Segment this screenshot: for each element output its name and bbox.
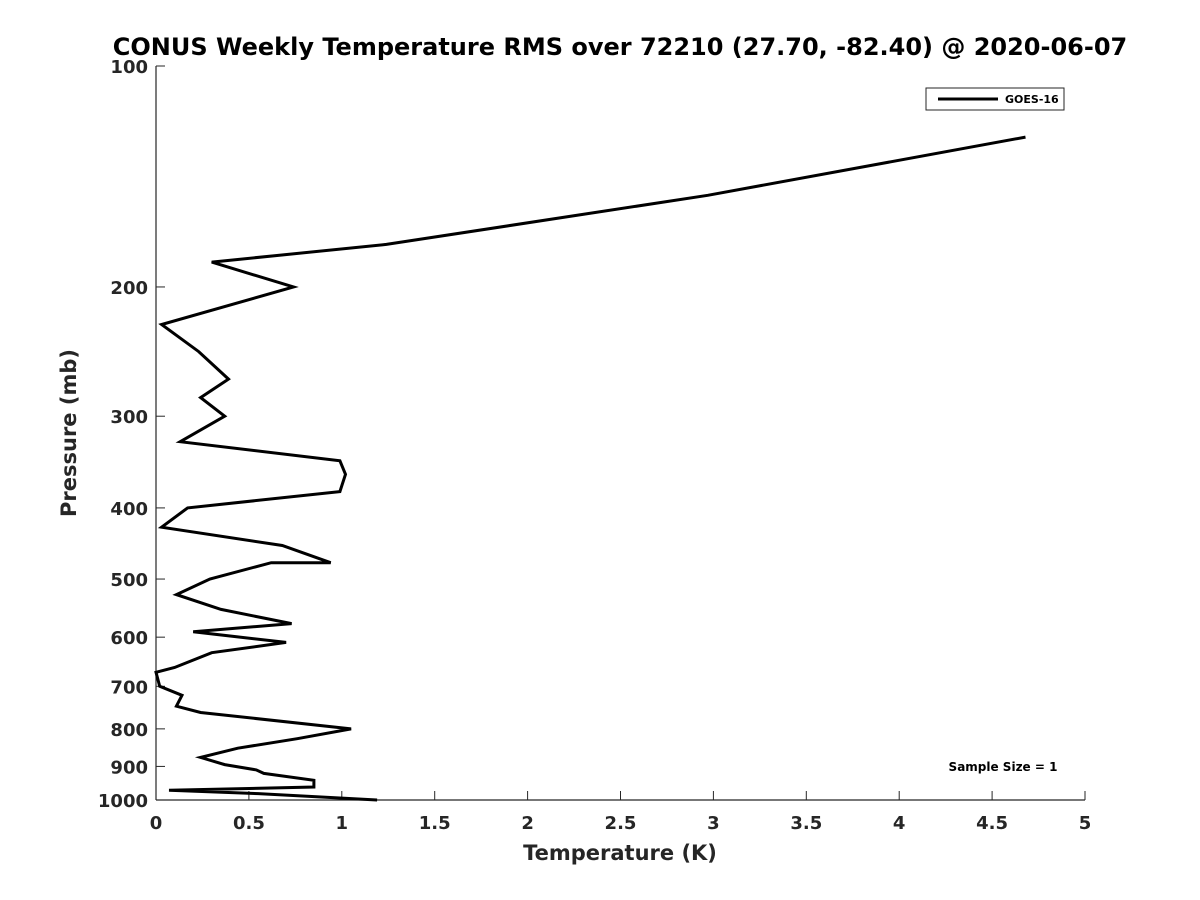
x-axis-label: Temperature (K) (523, 841, 717, 865)
y-tick-label: 500 (110, 570, 148, 591)
y-tick-label: 1000 (98, 791, 148, 812)
x-tick-label: 4 (893, 813, 906, 834)
series-layer (154, 135, 1026, 802)
y-tick-label: 600 (110, 628, 148, 649)
y-tick-label: 200 (110, 278, 148, 299)
x-tick-label: 0 (150, 813, 163, 834)
x-tick-label: 3.5 (790, 813, 822, 834)
legend-label-goes-16: GOES-16 (1005, 93, 1059, 106)
y-axis-ticks: 100 200 300 400 500 600 700 800 900 1000 (98, 57, 165, 812)
y-tick-label: 100 (110, 57, 148, 78)
y-tick-label: 700 (110, 677, 148, 698)
x-tick-label: 1 (336, 813, 349, 834)
x-tick-label: 0.5 (233, 813, 265, 834)
chart-title: CONUS Weekly Temperature RMS over 72210 … (113, 33, 1127, 61)
y-tick-label: 400 (110, 499, 148, 520)
y-tick-label: 300 (110, 407, 148, 428)
legend: GOES-16 (925, 87, 1065, 111)
y-axis-label: Pressure (mb) (57, 349, 81, 517)
y-tick-label: 900 (110, 757, 148, 778)
x-axis-ticks: 0 0.5 1 1.5 2 2.5 3 3.5 4 4.5 5 (150, 791, 1092, 834)
x-tick-label: 2.5 (605, 813, 637, 834)
x-tick-label: 2 (521, 813, 534, 834)
x-tick-label: 4.5 (976, 813, 1008, 834)
series-line-goes-16 (154, 135, 1026, 802)
x-tick-label: 1.5 (419, 813, 451, 834)
x-tick-label: 3 (707, 813, 720, 834)
x-tick-label: 5 (1079, 813, 1092, 834)
y-tick-label: 800 (110, 720, 148, 741)
sample-size-annotation: Sample Size = 1 (949, 760, 1058, 774)
